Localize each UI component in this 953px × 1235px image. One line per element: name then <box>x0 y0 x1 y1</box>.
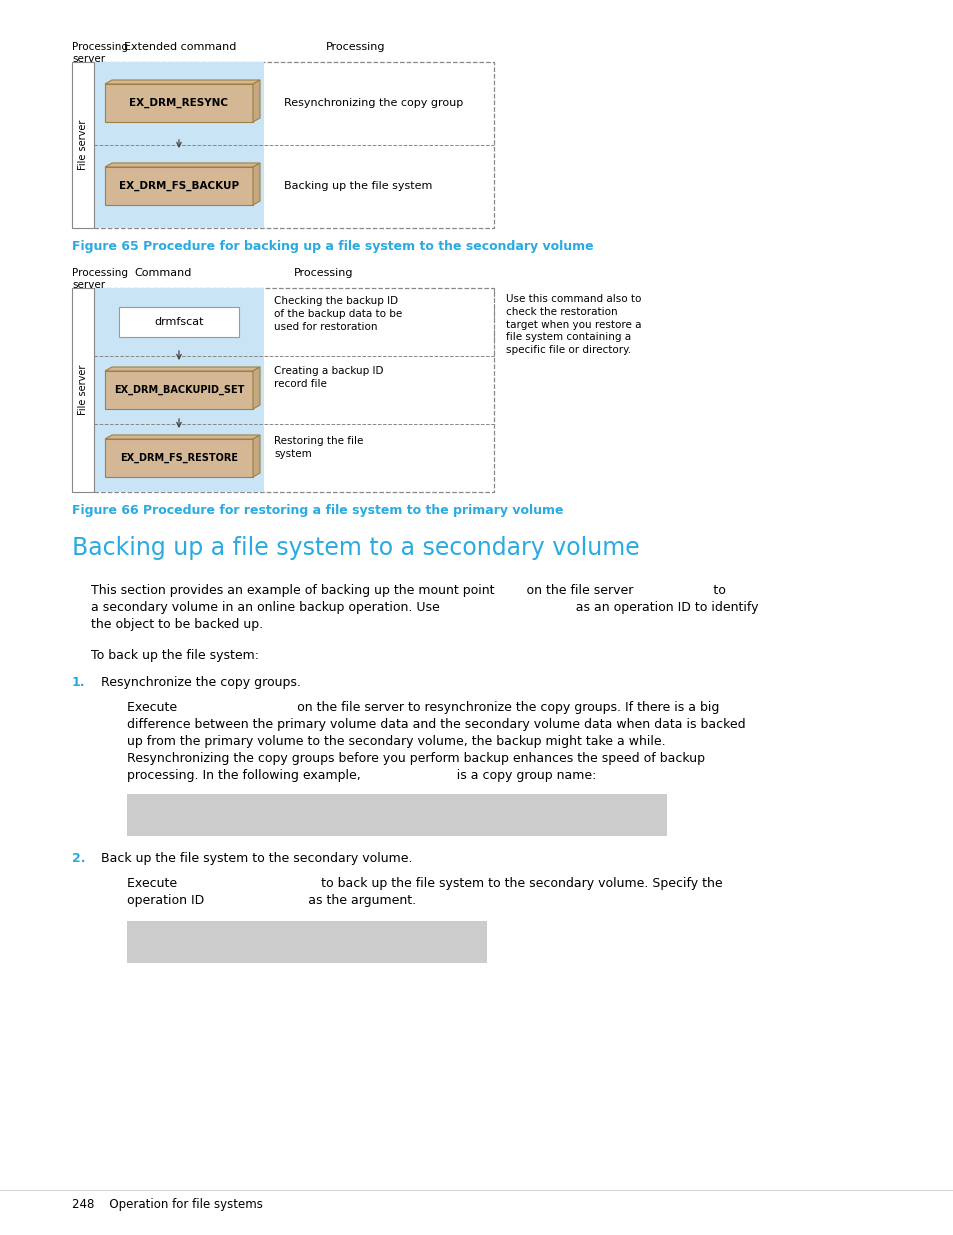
Text: Extended command: Extended command <box>124 42 236 52</box>
Text: File server: File server <box>78 364 88 415</box>
Text: operation ID                          as the argument.: operation ID as the argument. <box>127 894 416 906</box>
Text: EX_DRM_FS_RESTORE: EX_DRM_FS_RESTORE <box>120 453 237 463</box>
Text: Backing up the file system: Backing up the file system <box>284 182 432 191</box>
Text: Restoring the file
system: Restoring the file system <box>274 436 363 458</box>
Text: Execute                                    to back up the file system to the sec: Execute to back up the file system to th… <box>127 877 721 890</box>
Text: Resynchronizing the copy group: Resynchronizing the copy group <box>284 98 463 107</box>
Text: Execute                              on the file server to resynchronize the cop: Execute on the file server to resynchron… <box>127 701 719 714</box>
Polygon shape <box>105 367 260 370</box>
Polygon shape <box>253 435 260 477</box>
Text: Processing
server: Processing server <box>71 42 128 63</box>
Text: EX_DRM_FS_BACKUP: EX_DRM_FS_BACKUP <box>119 180 239 191</box>
Text: Backing up a file system to a secondary volume: Backing up a file system to a secondary … <box>71 536 639 559</box>
Polygon shape <box>105 167 253 205</box>
Polygon shape <box>105 80 260 84</box>
Text: Processing
server: Processing server <box>71 268 128 289</box>
Text: up from the primary volume to the secondary volume, the backup might take a whil: up from the primary volume to the second… <box>127 735 665 748</box>
Text: Creating a backup ID
record file: Creating a backup ID record file <box>274 366 383 389</box>
Text: EX_DRM_RESYNC: EX_DRM_RESYNC <box>130 98 229 109</box>
Polygon shape <box>105 370 253 409</box>
Text: File server: File server <box>78 120 88 170</box>
Polygon shape <box>253 367 260 409</box>
Polygon shape <box>94 288 264 492</box>
Text: This section provides an example of backing up the mount point        on the fil: This section provides an example of back… <box>91 584 725 597</box>
Text: a secondary volume in an online backup operation. Use                           : a secondary volume in an online backup o… <box>91 601 758 614</box>
Polygon shape <box>253 163 260 205</box>
Text: EX_DRM_BACKUPID_SET: EX_DRM_BACKUPID_SET <box>113 385 244 395</box>
Polygon shape <box>105 435 260 438</box>
Text: Processing: Processing <box>326 42 385 52</box>
Polygon shape <box>105 438 253 477</box>
Text: Back up the file system to the secondary volume.: Back up the file system to the secondary… <box>101 852 412 864</box>
Polygon shape <box>127 921 486 963</box>
Text: 248    Operation for file systems: 248 Operation for file systems <box>71 1198 263 1212</box>
Text: Resynchronize the copy groups.: Resynchronize the copy groups. <box>101 676 300 689</box>
Text: To back up the file system:: To back up the file system: <box>91 650 258 662</box>
Polygon shape <box>105 84 253 122</box>
Text: 1.: 1. <box>71 676 86 689</box>
Polygon shape <box>105 163 260 167</box>
Polygon shape <box>119 308 239 337</box>
Text: the object to be backed up.: the object to be backed up. <box>91 618 263 631</box>
Text: drmfscat: drmfscat <box>154 317 204 327</box>
Text: Command: Command <box>133 268 192 278</box>
Text: Resynchronizing the copy groups before you perform backup enhances the speed of : Resynchronizing the copy groups before y… <box>127 752 704 764</box>
Text: Figure 66 Procedure for restoring a file system to the primary volume: Figure 66 Procedure for restoring a file… <box>71 504 563 517</box>
Text: Processing: Processing <box>294 268 354 278</box>
Polygon shape <box>127 794 666 836</box>
Text: 2.: 2. <box>71 852 86 864</box>
Text: Use this command also to
check the restoration
target when you restore a
file sy: Use this command also to check the resto… <box>505 294 640 356</box>
Polygon shape <box>71 62 94 228</box>
Text: Figure 65 Procedure for backing up a file system to the secondary volume: Figure 65 Procedure for backing up a fil… <box>71 240 593 253</box>
Polygon shape <box>71 288 94 492</box>
Text: processing. In the following example,                        is a copy group nam: processing. In the following example, is… <box>127 769 596 782</box>
Polygon shape <box>253 80 260 122</box>
Polygon shape <box>94 62 264 228</box>
Text: Checking the backup ID
of the backup data to be
used for restoration: Checking the backup ID of the backup dat… <box>274 296 402 332</box>
Text: difference between the primary volume data and the secondary volume data when da: difference between the primary volume da… <box>127 718 745 731</box>
